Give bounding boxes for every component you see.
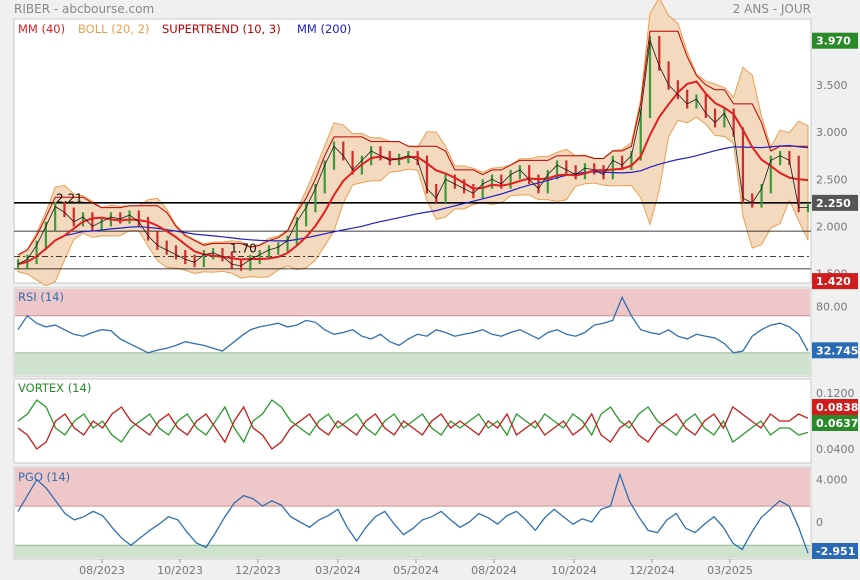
price-tag-2: 1.420 <box>816 275 851 288</box>
vortex-tag-0-bg <box>812 399 858 415</box>
price-tag-2-bg <box>812 273 858 290</box>
pgo-upper-zone <box>15 468 810 507</box>
price-tag-0-bg <box>812 32 858 49</box>
rsi-oversold-zone <box>15 352 810 375</box>
x-tick-7: 12/2024 <box>629 564 675 577</box>
price-tag-0: 3.970 <box>816 35 851 48</box>
pgo-tick-1: 0 <box>816 516 823 529</box>
price-layer: 2.21 1.70 MM (40) BOLL (20, 2) SUPERTREND (1… <box>14 0 858 290</box>
vortex-line-1 <box>17 405 809 450</box>
price-line <box>17 40 808 267</box>
pgo-tick-0: 4.000 <box>816 474 848 487</box>
pgo-tag-0-bg <box>812 543 858 559</box>
source-label: RIBER - abcbourse.com <box>14 2 154 16</box>
pgo-legend: PGO (14) <box>18 470 70 484</box>
price-tag-1: 2.250 <box>816 197 851 210</box>
vortex-layer: VORTEX (14) 0.1200 0.0400 0.0838 0.0637 <box>17 381 858 456</box>
vortex-tick-1: 0.0400 <box>816 443 855 456</box>
rsi-layer: RSI (14) 80.00 32.745 <box>15 289 858 375</box>
vortex-legend: VORTEX (14) <box>18 381 91 395</box>
x-tick-1: 10/2023 <box>157 564 203 577</box>
x-tick-3: 03/2024 <box>315 564 361 577</box>
rsi-tick-0: 80.00 <box>816 301 848 314</box>
price-tick-2: 3.000 <box>816 126 848 139</box>
pgo-tag-0: -2.951 <box>816 545 855 558</box>
period-label: 2 ANS - JOUR <box>733 2 811 16</box>
x-tick-2: 12/2023 <box>235 564 281 577</box>
mm40-line <box>17 80 809 266</box>
price-tick-1: 3.500 <box>816 79 848 92</box>
price-tag-1-bg <box>812 194 858 211</box>
pgo-line <box>17 472 809 554</box>
x-tick-8: 03/2025 <box>707 564 753 577</box>
mm200-line <box>17 144 809 265</box>
rsi-line <box>17 295 809 354</box>
rsi-overbought-zone <box>15 289 810 316</box>
legend-0: MM (40) <box>18 22 65 36</box>
vortex-tag-1-bg <box>812 415 858 431</box>
x-tick-0: 08/2023 <box>79 564 125 577</box>
x-tick-4: 05/2024 <box>393 564 439 577</box>
annotation-low: 1.70 <box>230 242 257 256</box>
vortex-line-0 <box>17 399 809 444</box>
axis-layer: 08/2023 10/2023 12/2023 03/2024 05/2024 08/20… <box>79 559 753 577</box>
bollinger-band <box>17 0 809 287</box>
x-tick-6: 10/2024 <box>551 564 597 577</box>
pgo-layer: PGO (14) 4.000 0 -2.951 <box>15 468 858 559</box>
legend-2: SUPERTREND (10, 3) <box>162 22 281 36</box>
vortex-tag-0: 0.0838 <box>816 401 858 414</box>
vortex-tag-1: 0.0637 <box>816 417 858 430</box>
supertrend-line <box>17 30 808 256</box>
pgo-lower-zone <box>15 545 810 558</box>
price-tick-3: 2.500 <box>816 173 848 186</box>
rsi-tag-0-bg <box>812 342 858 359</box>
rsi-legend: RSI (14) <box>18 290 64 304</box>
legend-1: BOLL (20, 2) <box>78 22 149 36</box>
rsi-tag-0: 32.745 <box>816 344 858 357</box>
vortex-tick-0: 0.1200 <box>816 387 855 400</box>
annotation-high: 2.21 <box>56 192 83 206</box>
price-tick-4: 2.000 <box>816 220 848 233</box>
x-tick-5: 08/2024 <box>471 564 517 577</box>
legend-3: MM (200) <box>297 22 351 36</box>
